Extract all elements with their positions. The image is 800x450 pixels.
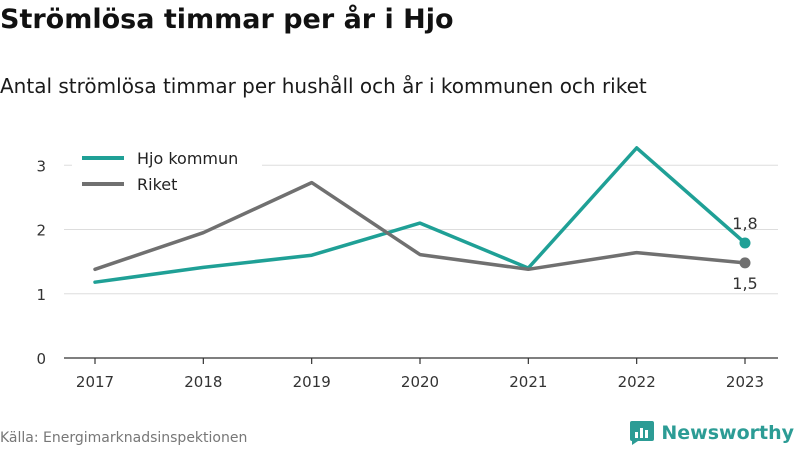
x-tick-label: 2019: [293, 373, 331, 391]
chart-title: Strömlösa timmar per år i Hjo: [0, 4, 454, 35]
x-tick-label: 2020: [401, 373, 439, 391]
source-note: Källa: Energimarknadsinspektionen: [0, 430, 248, 446]
data-label: 1,8: [732, 214, 757, 233]
x-tick-label: 2017: [76, 373, 114, 391]
series-end-marker: [739, 237, 751, 249]
series-line: [93, 146, 747, 284]
y-tick-label: 0: [36, 350, 46, 368]
brand-logo[interactable]: Newsworthy: [629, 420, 794, 446]
axis-layer: 0 1 2 3 2017 2018 2019 2020 2021 2022 2023: [36, 157, 778, 391]
chart-subtitle: Antal strömlösa timmar per hushåll och å…: [0, 74, 647, 98]
series-line: [93, 180, 747, 272]
series-end-marker: [739, 257, 751, 269]
legend-label: Riket: [137, 175, 177, 194]
x-tick-label: 2018: [184, 373, 222, 391]
legend-background: [72, 145, 262, 197]
legend-label: Hjo kommun: [137, 149, 238, 168]
x-tick-label: 2023: [726, 373, 764, 391]
series-layer: 1,8 1,5: [93, 146, 758, 293]
x-tick-label: 2021: [509, 373, 547, 391]
brand-name: Newsworthy: [661, 422, 794, 444]
y-tick-label: 3: [36, 157, 46, 175]
newsworthy-logo-icon: [630, 421, 655, 445]
y-tick-label: 2: [36, 222, 46, 240]
y-tick-label: 1: [36, 286, 46, 304]
x-tick-label: 2022: [618, 373, 656, 391]
legend: Hjo kommun Riket: [72, 145, 262, 197]
data-label: 1,5: [732, 274, 757, 293]
